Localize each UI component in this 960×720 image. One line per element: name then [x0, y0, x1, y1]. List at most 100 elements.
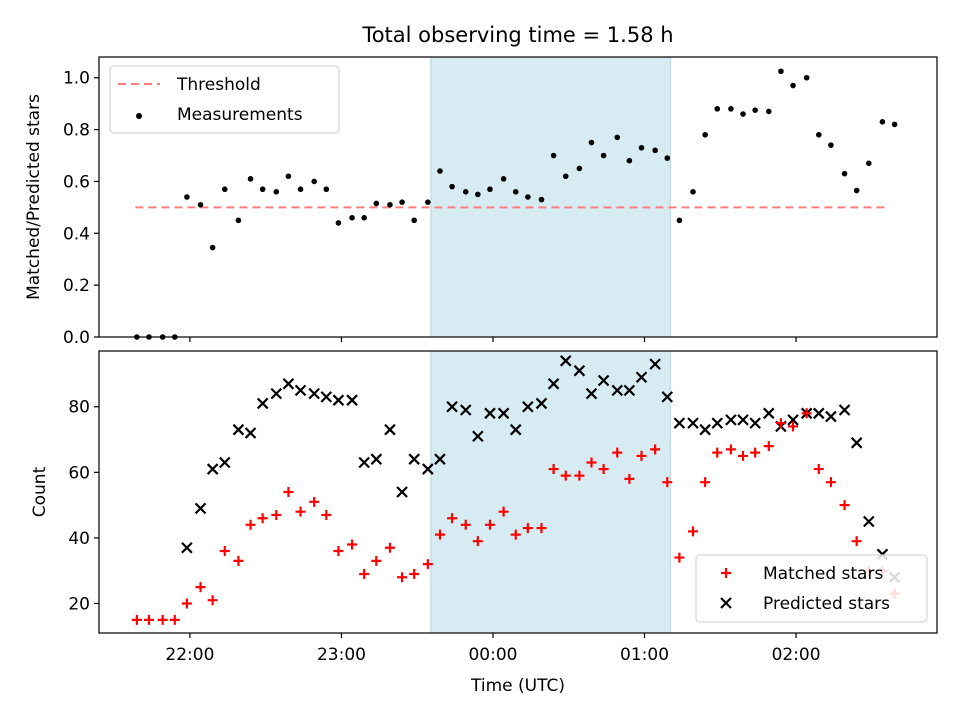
predicted-star-point [484, 407, 496, 420]
top-y-label: Matched/Predicted stars [24, 94, 44, 300]
bottom-y-axis: 20 40 60 80 [68, 398, 99, 614]
top-panel: 0.0 0.2 0.4 0.6 0.8 1.0 Matched/Predicted sta… [24, 56, 938, 348]
measurement-point [853, 187, 860, 194]
measurement-point [652, 147, 658, 154]
matched-star-point [851, 536, 862, 547]
measurement-points [134, 68, 898, 340]
x-tick-label: 02:00 [772, 645, 821, 665]
measurement-point [297, 186, 304, 193]
predicted-star-point [194, 502, 207, 515]
measurement-point [512, 189, 519, 195]
predicted-star-point [522, 400, 534, 413]
measurement-point [816, 131, 822, 138]
predicted-star-point [218, 456, 231, 469]
y-tick-label: 40 [68, 529, 90, 549]
matched-star-point [839, 500, 850, 511]
measurement-point [891, 121, 898, 128]
measurement-point [487, 186, 493, 193]
matched-star-point [498, 506, 509, 517]
measurement-point [349, 214, 355, 221]
matched-star-point [271, 509, 282, 520]
matched-star-point [598, 464, 609, 475]
predicted-points [181, 355, 901, 584]
legend-plus-marker [721, 568, 731, 578]
predicted-star-point [370, 453, 383, 465]
predicted-star-point [535, 397, 548, 410]
matched-star-point [536, 523, 547, 534]
predicted-star-point [673, 417, 686, 429]
measurement-point [399, 199, 405, 205]
x-tick-label: 23:00 [317, 645, 366, 665]
predicted-star-point [384, 423, 396, 436]
chart-title: Total observing time = 1.58 h [361, 23, 673, 47]
predicted-star-point [763, 407, 775, 420]
predicted-star-point [181, 541, 193, 554]
legend-predicted-swatch [720, 597, 732, 609]
predicted-star-point [294, 384, 307, 397]
predicted-star-point [585, 387, 598, 400]
matched-star-point [636, 450, 647, 461]
bottom-y-label: Count [30, 466, 50, 517]
predicted-star-point [737, 414, 749, 426]
measurement-point [664, 155, 671, 161]
top-legend: Threshold Measurements [109, 65, 340, 134]
measurement-point [437, 168, 443, 174]
measurement-point [323, 186, 330, 193]
matched-star-point [825, 477, 836, 488]
matched-star-point [245, 519, 256, 530]
matched-star-point [157, 614, 168, 625]
measurement-point [765, 108, 772, 115]
predicted-star-point [282, 378, 295, 390]
predicted-star-point [749, 417, 761, 429]
predicted-star-point [661, 391, 674, 403]
measurement-point [221, 186, 228, 193]
measurement-point [614, 134, 621, 141]
predicted-star-point [687, 417, 699, 429]
measurement-point [209, 244, 216, 251]
matched-star-point [725, 444, 736, 455]
bottom-highlight-span [430, 350, 671, 634]
measurement-point [235, 217, 242, 224]
predicted-star-point [559, 355, 572, 367]
measurement-point [576, 165, 583, 172]
matched-star-point [775, 418, 786, 429]
measurement-point [702, 131, 708, 138]
matched-star-point [750, 447, 761, 458]
y-tick-label: 20 [68, 594, 90, 614]
bottom-legend-box [695, 554, 928, 623]
x-axis-label: Time (UTC) [470, 676, 565, 696]
matched-star-point [359, 568, 370, 579]
legend-measurement-label: Measurements [177, 105, 303, 125]
measurement-point [778, 68, 784, 75]
predicted-star-point [256, 397, 269, 410]
matched-star-point [309, 496, 320, 507]
measurement-point [462, 189, 469, 195]
measurement-point [728, 106, 734, 112]
predicted-star-point [850, 437, 863, 449]
legend-threshold-label: Threshold [176, 75, 261, 95]
measurement-point [197, 201, 204, 208]
predicted-star-point [573, 364, 586, 377]
matched-star-point [612, 447, 623, 458]
y-tick-label: 60 [68, 463, 90, 483]
predicted-star-point [838, 404, 851, 416]
predicted-star-point [320, 391, 333, 403]
predicted-star-point [472, 430, 484, 443]
measurement-point [500, 176, 507, 182]
x-tick-label: 01:00 [620, 645, 669, 665]
measurement-point [600, 152, 607, 159]
predicted-star-point [396, 486, 408, 498]
matched-star-point [813, 464, 824, 475]
predicted-star-point [863, 515, 875, 528]
matched-star-point [712, 447, 723, 458]
predicted-star-point [649, 358, 661, 370]
bottom-legend: Matched stars Predicted stars [695, 554, 928, 623]
legend-x-marker [720, 597, 732, 609]
measurement-point [387, 201, 393, 208]
matched-star-point [144, 614, 155, 625]
matched-star-point [257, 513, 268, 524]
predicted-star-point [635, 371, 648, 384]
measurement-point [335, 220, 342, 226]
legend-matched-swatch [721, 568, 731, 578]
